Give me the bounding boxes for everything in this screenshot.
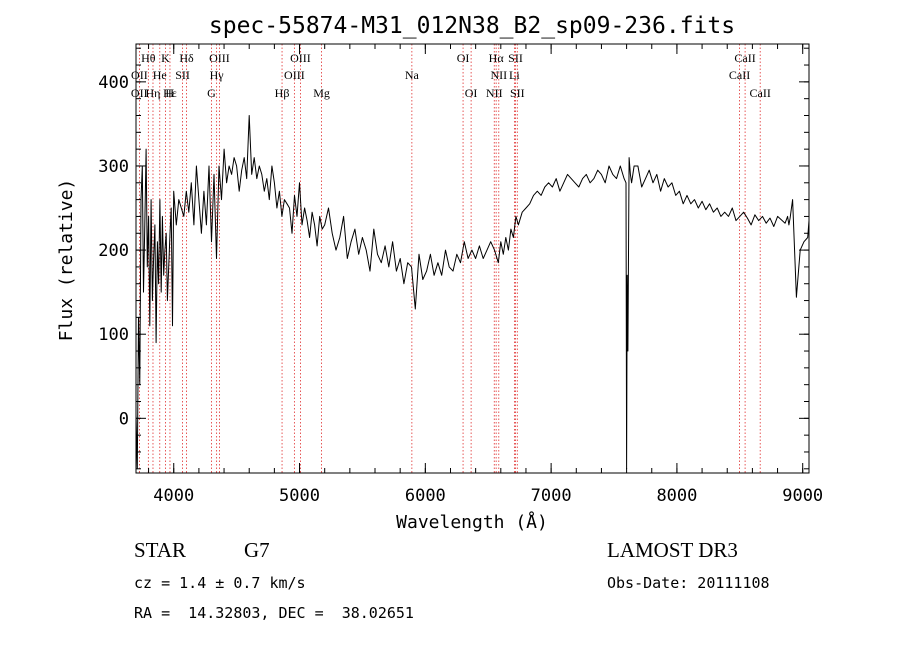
chart-title: spec-55874-M31_012N38_B2_sp09-236.fits (209, 13, 735, 39)
line-id-label: OII (131, 68, 148, 82)
line-id-label: Hη (146, 86, 161, 100)
line-id-label: H (165, 86, 174, 100)
line-id-label: Hδ (179, 51, 194, 65)
line-id-label: OII (131, 86, 148, 100)
obs-date-label: Obs-Date: 20111108 (607, 574, 770, 592)
line-id-label: Hθ (141, 51, 156, 65)
line-id-label: K (161, 51, 170, 65)
x-axis-label: Wavelength (Å) (396, 511, 548, 533)
spectrum-series-line (135, 115, 810, 470)
line-id-label: CaII (734, 51, 755, 65)
plot-frame (135, 43, 810, 474)
subclass-label: G7 (244, 538, 270, 562)
line-id-label: Li (509, 68, 520, 82)
x-tick-label: 8000 (656, 486, 697, 506)
x-tick-label: 6000 (405, 486, 446, 506)
y-tick-label: 400 (98, 73, 129, 93)
cz-label: cz = 1.4 ± 0.7 km/s (134, 574, 306, 592)
plot-area: 4000 5000 6000 7000 8000 9000 0 100 200 300 400 Hθ K… (98, 43, 823, 506)
line-id-label: OI (465, 86, 478, 100)
line-id-label: CaII (729, 68, 750, 82)
line-id-label: CaII (750, 86, 771, 100)
class-label: STAR (134, 538, 186, 562)
line-id-label: Hβ (275, 86, 290, 100)
line-id-label: OI (457, 51, 470, 65)
line-id-label: OIII (209, 51, 230, 65)
line-id-label: Hα (489, 51, 505, 65)
line-id-label: SII (175, 68, 190, 82)
line-id-label: NII (490, 68, 507, 82)
line-id-label: OIII (290, 51, 311, 65)
line-id-label: NII (486, 86, 503, 100)
line-id-label: Mg (313, 86, 330, 100)
coords-label: RA = 14.32803, DEC = 38.02651 (134, 604, 414, 622)
line-id-label: Na (405, 68, 420, 82)
line-id-label: SII (510, 86, 525, 100)
x-tick-label: 5000 (279, 486, 320, 506)
x-tick-label: 9000 (782, 486, 823, 506)
y-tick-label: 300 (98, 157, 129, 177)
y-tick-label: 0 (119, 409, 129, 429)
line-id-label: He (153, 68, 167, 82)
line-id-label: Hε (163, 86, 177, 100)
x-tick-label: 7000 (531, 486, 572, 506)
y-axis-label: Flux (relative) (56, 179, 77, 342)
y-tick-label: 200 (98, 241, 129, 261)
line-id-label: SII (508, 51, 523, 65)
x-tick-label: 4000 (153, 486, 194, 506)
line-id-label: Hγ (210, 68, 225, 82)
survey-label: LAMOST DR3 (607, 538, 738, 562)
y-tick-label: 100 (98, 325, 129, 345)
line-id-label: G (207, 86, 216, 100)
line-id-label: OIII (284, 68, 305, 82)
